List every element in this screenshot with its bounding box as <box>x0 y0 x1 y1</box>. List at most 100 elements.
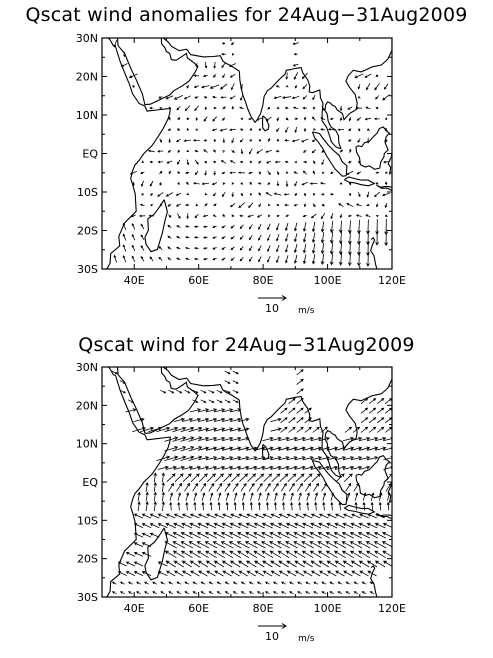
wind-vector-arrow <box>320 212 326 220</box>
wind-vector-arrow <box>347 214 352 218</box>
wind-vector-arrow <box>213 149 217 153</box>
wind-vector-arrow <box>188 436 203 442</box>
wind-vector-arrow <box>269 550 282 559</box>
wind-vector-arrow <box>281 591 286 595</box>
wind-vector-arrow <box>232 581 238 585</box>
wind-vector-arrow <box>176 389 183 394</box>
wind-vector-arrow <box>262 446 274 451</box>
wind-vector-arrow <box>318 513 329 519</box>
wind-vector-arrow <box>294 465 306 470</box>
wind-vector-arrow <box>181 465 194 470</box>
wind-vector-arrow <box>167 246 172 250</box>
wind-vector-arrow <box>376 426 385 433</box>
wind-vector-arrow <box>232 591 238 595</box>
wind-vector-arrow <box>366 251 370 267</box>
wind-vector-arrow <box>237 550 250 559</box>
wind-vector-arrow <box>111 591 117 595</box>
wind-vector-arrow <box>320 426 328 433</box>
wind-vector-arrow <box>356 117 362 121</box>
wind-vector-arrow <box>201 85 210 89</box>
wind-vector-arrow <box>361 581 367 585</box>
wind-vector-arrow <box>167 224 172 229</box>
wind-vector-arrow <box>221 522 233 529</box>
wind-vector-arrow <box>224 389 231 394</box>
wind-vector-arrow <box>152 581 157 585</box>
wind-vector-arrow <box>197 560 209 568</box>
wind-vector-arrow <box>276 255 280 264</box>
wind-vector-arrow <box>310 446 323 451</box>
wind-vector-arrow <box>203 246 208 250</box>
wind-vector-arrow <box>241 501 245 511</box>
wind-vector-arrow <box>341 541 355 549</box>
wind-vector-arrow <box>258 192 262 196</box>
wind-vector-arrow <box>274 160 281 164</box>
wind-vector-arrow <box>229 128 236 132</box>
wind-vector-arrow <box>247 473 257 482</box>
wind-vector-arrow <box>165 95 174 100</box>
wind-vector-arrow <box>357 128 361 132</box>
wind-vector-arrow <box>278 456 290 461</box>
wind-vector-arrow <box>353 482 360 492</box>
wind-vector-arrow <box>311 149 317 154</box>
wind-vector-arrow <box>294 570 305 577</box>
wind-vector-arrow <box>249 193 253 196</box>
wind-vector-arrow <box>222 106 226 110</box>
wind-vector-arrow <box>113 254 117 263</box>
wind-vector-arrow <box>342 465 355 470</box>
wind-vector-arrow <box>212 225 217 228</box>
wind-vector-arrow <box>202 74 208 78</box>
panel2-title: Qscat wind for 24Aug−31Aug2009 <box>78 334 415 356</box>
wind-vector-arrow <box>244 541 258 549</box>
wind-vector-arrow <box>122 255 127 263</box>
wind-vector-arrow <box>189 465 202 470</box>
wind-vector-arrow <box>140 426 155 433</box>
wind-vector-arrow <box>294 513 305 519</box>
wind-vector-arrow <box>311 254 316 265</box>
wind-vector-arrow <box>302 560 313 568</box>
wind-vector-arrow <box>305 591 311 595</box>
reference-value: 10 <box>265 630 279 643</box>
wind-vector-arrow <box>186 127 190 131</box>
wind-vector-arrow <box>274 492 278 501</box>
wind-vector-arrow <box>186 159 190 166</box>
wind-vector-arrow <box>160 581 165 585</box>
coastline <box>370 236 378 269</box>
wind-vector-arrow <box>285 180 289 188</box>
wind-vector-arrow <box>216 482 223 492</box>
lat-label: 10N <box>76 109 98 122</box>
wind-vector-arrow <box>238 202 246 209</box>
wind-vector-arrow <box>213 61 216 69</box>
wind-vector-arrow <box>301 550 314 559</box>
wind-vector-arrow <box>384 117 388 120</box>
wind-vector-arrow <box>376 407 385 414</box>
wind-vector-arrow <box>133 571 144 576</box>
wind-vector-arrow <box>214 446 226 451</box>
coastline <box>144 199 168 253</box>
wind-vector-arrow <box>293 550 306 559</box>
wind-vector-arrow <box>365 214 371 218</box>
wind-vector-arrow <box>212 192 217 197</box>
wind-vector-arrow <box>141 523 152 529</box>
wind-vector-arrow <box>367 446 379 451</box>
wind-vector-arrow <box>258 171 262 175</box>
wind-vector-arrow <box>270 560 281 568</box>
wind-vector-arrow <box>229 160 236 164</box>
wind-vector-arrow <box>169 492 173 501</box>
wind-vector-arrow <box>342 446 355 451</box>
wind-vector-arrow <box>342 456 355 461</box>
wind-vector-arrow <box>213 436 226 442</box>
wind-vector-arrow <box>153 491 157 502</box>
wind-vector-arrow <box>262 560 273 568</box>
wind-vector-arrow <box>329 253 334 266</box>
wind-vector-arrow <box>276 116 280 122</box>
lat-label: 30S <box>77 263 98 276</box>
wind-vector-arrow <box>291 139 300 143</box>
wind-vector-arrow <box>270 456 282 461</box>
wind-vector-arrow <box>253 532 266 539</box>
wind-vector-arrow <box>214 456 226 461</box>
wind-vector-arrow <box>296 426 304 433</box>
wind-vector-arrow <box>186 149 190 153</box>
wind-vector-arrow <box>182 473 192 482</box>
wind-vector-arrow <box>256 214 263 218</box>
wind-vector-arrow <box>212 541 226 549</box>
